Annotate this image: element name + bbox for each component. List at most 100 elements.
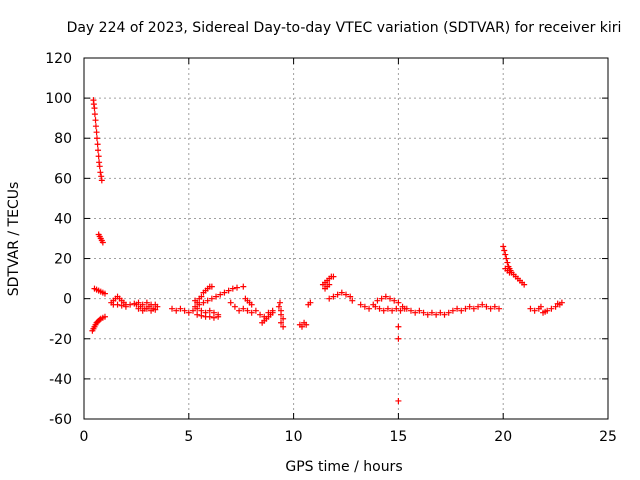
data-point-marker — [143, 305, 150, 312]
x-axis-label: GPS time / hours — [285, 459, 402, 475]
data-point-marker — [382, 293, 389, 300]
data-point-marker — [196, 301, 203, 308]
y-tick-labels: -60 -40 -20 0 20 40 60 80 100 120 — [45, 51, 72, 428]
data-point-marker — [506, 269, 513, 276]
x-tick-label: 5 — [184, 429, 193, 445]
data-point-marker — [462, 305, 469, 312]
data-point-marker — [437, 309, 444, 316]
data-point-marker — [91, 105, 98, 112]
y-tick-label: 80 — [54, 131, 72, 147]
data-point-marker — [148, 307, 155, 314]
data-point-marker — [349, 297, 356, 304]
data-point-marker — [208, 295, 215, 302]
y-tick-label: -60 — [49, 412, 72, 428]
data-point-marker — [483, 303, 490, 310]
data-point-marker — [152, 306, 159, 313]
data-point-marker — [225, 287, 232, 294]
data-point-marker — [487, 305, 494, 312]
data-point-marker — [412, 309, 419, 316]
data-point-marker — [376, 305, 383, 312]
data-point-marker — [221, 289, 228, 296]
data-point-marker — [395, 323, 402, 330]
data-point-marker — [127, 301, 134, 308]
data-point-marker — [236, 307, 243, 314]
data-point-marker — [395, 335, 402, 342]
data-point-marker — [389, 307, 396, 314]
data-point-marker — [92, 123, 99, 130]
data-point-marker — [548, 305, 555, 312]
data-point-marker — [122, 303, 129, 310]
data-point-marker — [206, 313, 213, 320]
data-point-marker — [502, 251, 509, 258]
x-tick-labels: 0 5 10 15 20 25 — [80, 429, 617, 445]
data-point-marker — [185, 309, 192, 316]
data-point-marker — [433, 311, 440, 318]
data-point-marker — [139, 307, 146, 314]
data-points — [89, 97, 565, 404]
data-point-marker — [189, 307, 196, 314]
data-point-marker — [280, 323, 287, 330]
data-point-marker — [347, 293, 354, 300]
data-point-marker — [143, 299, 150, 306]
data-point-marker — [269, 309, 276, 316]
data-point-marker — [428, 309, 435, 316]
data-point-marker — [416, 307, 423, 314]
data-point-marker — [234, 284, 241, 291]
data-point-marker — [330, 273, 337, 280]
data-point-marker — [210, 314, 217, 321]
data-point-marker — [552, 303, 559, 310]
data-point-marker — [96, 163, 103, 170]
data-point-marker — [227, 299, 234, 306]
data-point-marker — [504, 259, 511, 266]
data-point-marker — [248, 309, 255, 316]
data-point-marker — [101, 290, 108, 297]
data-point-marker — [252, 307, 259, 314]
data-point-marker — [169, 305, 176, 312]
data-point-marker — [244, 307, 251, 314]
data-point-marker — [92, 117, 99, 124]
data-point-marker — [198, 312, 205, 319]
x-tick-label: 10 — [285, 429, 303, 445]
y-tick-label: -40 — [49, 372, 72, 388]
data-point-marker — [445, 309, 452, 316]
data-point-marker — [361, 303, 368, 310]
x-tick-label: 15 — [389, 429, 407, 445]
data-point-marker — [204, 297, 211, 304]
data-point-marker — [330, 293, 337, 300]
data-point-marker — [248, 301, 255, 308]
data-point-marker — [521, 281, 528, 288]
data-point-marker — [537, 303, 544, 310]
data-point-marker — [276, 299, 283, 306]
data-point-marker — [101, 313, 108, 320]
data-point-marker — [399, 303, 406, 310]
data-point-marker — [420, 309, 427, 316]
data-point-marker — [139, 301, 146, 308]
grid-lines — [84, 58, 608, 419]
data-point-marker — [387, 295, 394, 302]
data-point-marker — [395, 397, 402, 404]
data-point-marker — [303, 321, 310, 328]
data-point-marker — [192, 303, 199, 310]
x-tick-label: 0 — [80, 429, 89, 445]
data-point-marker — [500, 243, 507, 250]
data-point-marker — [542, 308, 549, 315]
data-point-marker — [372, 303, 379, 310]
y-tick-label: 0 — [63, 292, 72, 308]
data-point-marker — [90, 101, 97, 108]
data-point-marker — [449, 307, 456, 314]
data-point-marker — [94, 141, 101, 148]
data-point-marker — [475, 303, 482, 310]
chart-title: Day 224 of 2023, Sidereal Day-to-day VTE… — [67, 20, 622, 36]
data-point-marker — [181, 307, 188, 314]
data-point-marker — [198, 307, 205, 314]
data-point-marker — [393, 305, 400, 312]
data-point-marker — [96, 159, 103, 166]
data-point-marker — [458, 307, 465, 314]
data-point-marker — [395, 299, 402, 306]
data-point-marker — [95, 147, 102, 154]
data-point-marker — [275, 303, 282, 310]
data-point-marker — [95, 153, 102, 160]
data-point-marker — [307, 299, 314, 306]
data-point-marker — [357, 301, 364, 308]
